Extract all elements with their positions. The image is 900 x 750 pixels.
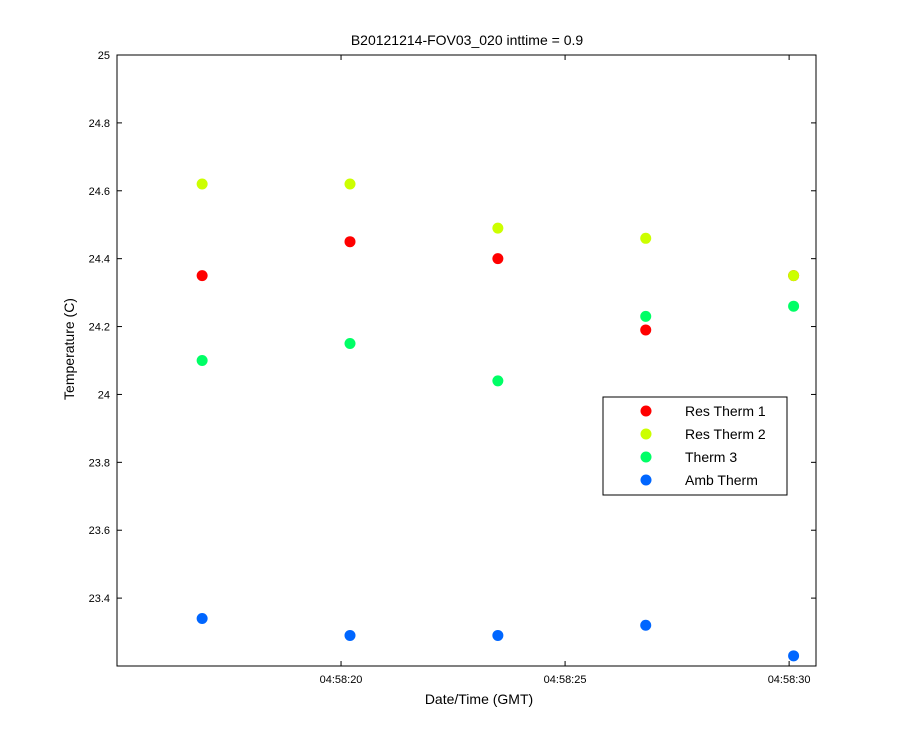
data-point-amb-therm [344,629,356,641]
y-tick-label: 24.4 [89,254,110,266]
data-point-res-therm-2 [196,178,208,190]
data-points [196,178,800,662]
y-tick-label: 23.8 [89,457,110,469]
y-tick-label: 23.6 [89,525,110,537]
data-point-therm-3 [196,355,208,366]
x-tick-label: 04:58:25 [544,674,587,686]
legend-label: Res Therm 2 [685,426,766,442]
y-tick-label: 24.2 [89,322,110,334]
data-point-therm-3 [640,310,652,322]
legend: Res Therm 1 Res Therm 2 Therm 3 Amb Therm [602,396,788,496]
data-point-res-therm-2 [788,270,800,282]
x-tick-label: 04:58:20 [320,674,363,686]
axis-ticks: 23.4 23.6 23.8 24 24.2 24.4 24.6 24.8 25 04:58:20… [89,50,816,686]
legend-label: Amb Therm [685,472,758,488]
data-point-res-therm-2 [344,178,356,190]
data-point-therm-3 [788,300,800,312]
data-point-res-therm-1 [640,324,652,336]
y-tick-label: 24.8 [89,118,110,130]
y-tick-label: 24 [98,389,110,401]
legend-marker [640,428,652,440]
data-point-res-therm-2 [640,232,652,244]
legend-marker [640,451,652,463]
legend-box [602,396,788,496]
y-axis-label: Temperature (C) [61,298,77,400]
y-tick-label: 24.6 [89,186,110,198]
plot-area [116,54,817,667]
data-point-res-therm-1 [344,236,356,248]
chart-title: B20121214-FOV03_020 inttime = 0.9 [351,32,584,48]
x-tick-label: 04:58:30 [768,674,811,686]
data-point-res-therm-1 [492,253,504,265]
data-point-therm-3 [492,375,504,387]
legend-label: Res Therm 1 [685,403,766,419]
legend-marker [640,474,652,486]
data-point-amb-therm [788,650,800,662]
data-point-therm-3 [344,338,356,350]
data-point-amb-therm [492,629,504,641]
data-point-res-therm-2 [492,222,504,234]
x-axis-label: Date/Time (GMT) [425,691,533,707]
data-point-amb-therm [640,619,652,631]
data-point-amb-therm [196,612,208,624]
legend-marker [640,405,652,417]
legend-label: Therm 3 [685,449,737,465]
y-tick-label: 25 [98,50,110,62]
data-point-res-therm-1 [196,270,208,282]
y-tick-label: 23.4 [89,593,110,605]
